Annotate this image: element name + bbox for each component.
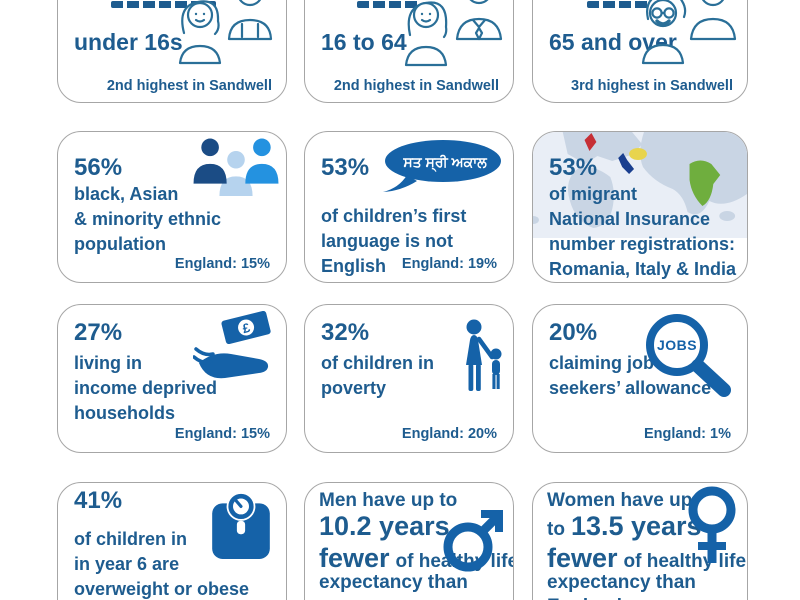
card-16-to-64: 16 to 64 2nd highest in Sandwell: [304, 0, 514, 103]
years-value: 13.5 years: [570, 511, 702, 541]
life-expectancy-to: to: [547, 519, 565, 540]
england-comparison: England: 1%: [643, 426, 731, 442]
life-expectancy-text: expectancy than: [547, 572, 696, 593]
card-year6-overweight: 41% of children in in year 6 are overwei…: [57, 482, 287, 600]
stat-value: 56%: [74, 154, 123, 181]
three-people-silhouettes-icon: [193, 138, 279, 196]
stat-description: of migrant National Insurance number reg…: [549, 184, 737, 279]
cropped-text-fragment: [587, 1, 651, 8]
female-symbol-icon: [688, 486, 736, 563]
stat-description: of children in poverty: [321, 353, 435, 398]
weighing-scales-icon: [212, 492, 270, 559]
life-expectancy-england-cutoff: England: [547, 597, 622, 600]
stat-description: claiming job seekers’ allowance: [549, 353, 712, 398]
older-man-and-woman-outline-icon: [641, 0, 737, 65]
stat-value: 27%: [74, 319, 123, 346]
stat-value: 53%: [549, 154, 598, 181]
card-children-in-poverty: 32% of children in poverty England: 20%: [304, 304, 514, 453]
england-comparison: England: 15%: [174, 256, 270, 272]
cropped-text-fragment: [357, 1, 421, 8]
stat-description: black, Asian & minority ethnic populatio…: [74, 184, 222, 254]
stat-value: 20%: [549, 319, 598, 346]
fewer-emphasis: fewer: [319, 543, 390, 573]
england-comparison: England: 15%: [174, 426, 270, 442]
fewer-emphasis: fewer: [547, 543, 618, 573]
girl-and-boy-outline-icon: [178, 0, 273, 65]
male-symbol-icon: [443, 510, 503, 572]
speech-bubble-icon: ਸਤ ਸ੍ਰੀ ਅਕਾਲ: [383, 140, 501, 192]
card-men-life-expectancy: Men have up to 10.2 years fewer of healt…: [304, 482, 514, 600]
rank-note: 2nd highest in Sandwell: [106, 78, 272, 94]
stat-value: 41%: [74, 487, 123, 514]
woman-and-man-outline-icon: [404, 0, 503, 67]
age-band-label: 16 to 64: [321, 29, 407, 55]
stat-value: 32%: [321, 319, 370, 346]
years-value: 10.2 years: [319, 511, 450, 541]
card-income-deprived: 27% living in income deprived households…: [57, 304, 287, 453]
age-band-label: under 16s: [74, 29, 183, 55]
card-migrant-ni-registrations: 53% of migrant National Insurance number…: [532, 131, 748, 283]
stat-description: living in income deprived households: [74, 353, 218, 423]
card-first-language: 53% ਸਤ ਸ੍ਰੀ ਅਕਾਲ of children’s first lan…: [304, 131, 514, 283]
card-under-16s: under 16s 2nd highest in Sandwell: [57, 0, 287, 103]
magnifying-glass-icon: JOBS: [646, 314, 731, 397]
card-job-seekers-allowance: 20% claiming job seekers’ allowance JOBS…: [532, 304, 748, 453]
bubble-greeting-text: ਸਤ ਸ੍ਰੀ ਅਕਾਲ: [402, 154, 487, 172]
life-expectancy-text: expectancy than: [319, 572, 468, 593]
england-comparison: England: 19%: [401, 256, 497, 272]
stat-description: of children’s first language is not Engl…: [321, 206, 467, 276]
card-bame-population: 56% black, Asian & minority ethnic popul…: [57, 131, 287, 283]
england-comparison: England: 20%: [401, 426, 497, 442]
hand-receiving-money-icon: £: [193, 311, 271, 379]
jobs-label: JOBS: [657, 337, 697, 353]
parent-and-child-icon: [466, 319, 502, 391]
pound-symbol: £: [241, 320, 252, 336]
cropped-text-fragment: [111, 1, 216, 8]
stat-value: 53%: [321, 154, 370, 181]
rank-note: 2nd highest in Sandwell: [333, 78, 499, 94]
rank-note: 3rd highest in Sandwell: [571, 78, 733, 94]
life-expectancy-intro: Women have up: [547, 490, 693, 511]
stat-description: of children in in year 6 are overweight …: [74, 529, 250, 599]
age-band-label: 65 and over: [549, 29, 677, 55]
card-women-life-expectancy: Women have up to 13.5 years fewer of hea…: [532, 482, 748, 600]
card-65-and-over: 65 and over 3rd highest in Sandwell: [532, 0, 748, 103]
life-expectancy-intro: Men have up to: [319, 490, 458, 511]
world-map-graphic: [533, 132, 747, 238]
